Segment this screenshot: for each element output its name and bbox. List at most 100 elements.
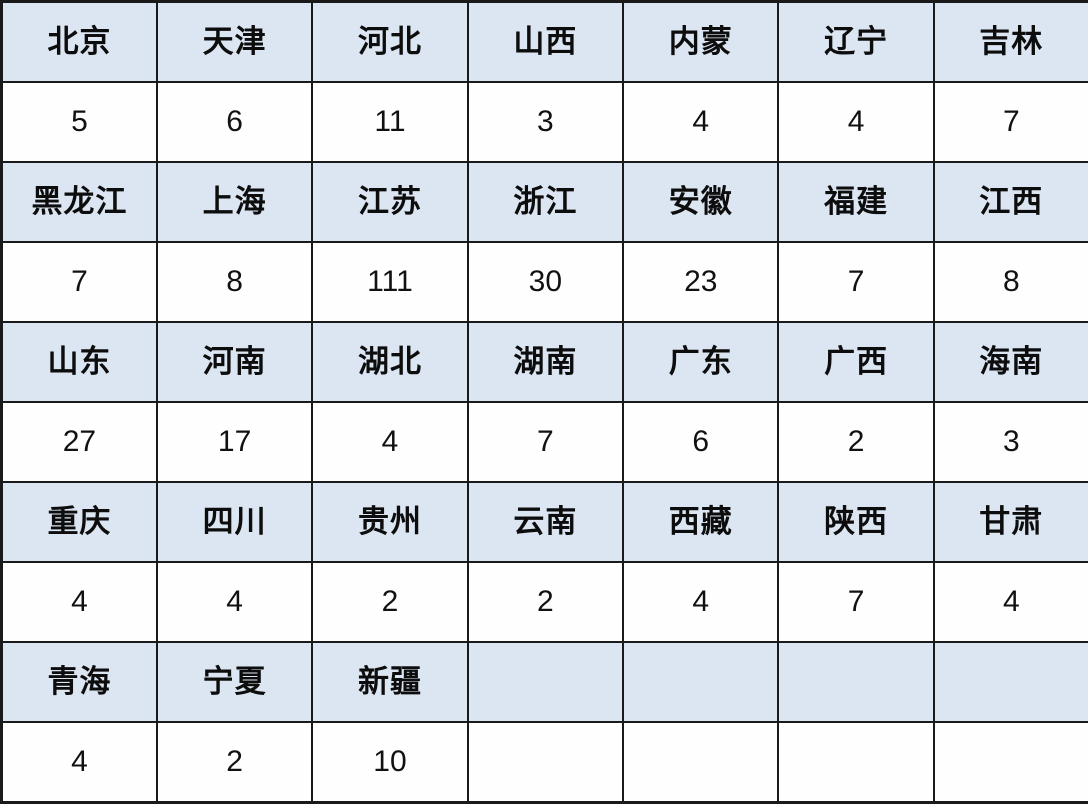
province-value-cell: 4 [778, 82, 933, 162]
province-label: 湖南 [469, 325, 622, 399]
province-value-cell: 3 [934, 402, 1088, 482]
province-value: 11 [313, 85, 466, 159]
province-label: 广西 [779, 325, 932, 399]
province-label-cell: 广西 [778, 322, 933, 402]
province-value-cell: 4 [934, 562, 1088, 642]
province-value-cell: 8 [157, 242, 312, 322]
province-value-cell: 3 [468, 82, 623, 162]
province-label-cell: 江西 [934, 162, 1088, 242]
province-value: 111 [313, 245, 466, 319]
province-value-cell: 4 [2, 562, 157, 642]
province-value: 2 [158, 725, 311, 799]
province-label-cell: 西藏 [623, 482, 778, 562]
province-value-cell-empty [778, 722, 933, 803]
province-label: 福建 [779, 165, 932, 239]
table-row-values-1: 5 6 11 3 4 4 7 [2, 82, 1088, 162]
province-label-cell: 青海 [2, 642, 157, 722]
province-value-cell: 8 [934, 242, 1088, 322]
province-value-cell: 30 [468, 242, 623, 322]
province-value-cell: 2 [468, 562, 623, 642]
province-label-cell-empty [468, 642, 623, 722]
province-value: 2 [469, 565, 622, 639]
province-value: 4 [158, 565, 311, 639]
province-value: 8 [158, 245, 311, 319]
province-value-cell-empty [934, 722, 1088, 803]
province-label: 贵州 [313, 485, 466, 559]
province-label: 甘肃 [935, 485, 1088, 559]
table-row-values-4: 4 4 2 2 4 7 4 [2, 562, 1088, 642]
province-value: 6 [158, 85, 311, 159]
province-value: 17 [158, 405, 311, 479]
province-value: 7 [3, 245, 156, 319]
province-value: 6 [624, 405, 777, 479]
province-label: 河南 [158, 325, 311, 399]
province-count-table-container: 北京 天津 河北 山西 内蒙 辽宁 吉林 5 6 11 3 4 4 7 黑龙江 … [0, 0, 1088, 776]
table-row-labels-5: 青海 宁夏 新疆 [2, 642, 1088, 722]
province-value-cell: 27 [2, 402, 157, 482]
province-label: 新疆 [313, 645, 466, 719]
province-label: 内蒙 [624, 5, 777, 79]
province-value-cell: 7 [778, 562, 933, 642]
province-value: 8 [935, 245, 1088, 319]
province-label: 江西 [935, 165, 1088, 239]
province-label-cell: 辽宁 [778, 2, 933, 83]
province-label-cell: 贵州 [312, 482, 467, 562]
province-label-cell: 福建 [778, 162, 933, 242]
province-label-cell: 浙江 [468, 162, 623, 242]
province-label: 河北 [313, 5, 466, 79]
province-label-cell: 陕西 [778, 482, 933, 562]
province-value-cell: 2 [312, 562, 467, 642]
province-value-cell: 7 [468, 402, 623, 482]
province-value-cell: 17 [157, 402, 312, 482]
province-value: 7 [469, 405, 622, 479]
province-label-cell: 山东 [2, 322, 157, 402]
province-value-cell: 23 [623, 242, 778, 322]
province-value: 2 [779, 405, 932, 479]
province-label: 青海 [3, 645, 156, 719]
province-value: 4 [624, 85, 777, 159]
province-label-cell: 黑龙江 [2, 162, 157, 242]
province-label-cell-empty [623, 642, 778, 722]
province-value-cell: 4 [623, 82, 778, 162]
province-value-cell: 4 [157, 562, 312, 642]
province-label-cell: 安徽 [623, 162, 778, 242]
table-row-values-2: 7 8 111 30 23 7 8 [2, 242, 1088, 322]
province-label: 江苏 [313, 165, 466, 239]
province-label: 安徽 [624, 165, 777, 239]
province-value: 27 [3, 405, 156, 479]
province-value: 2 [313, 565, 466, 639]
province-label: 黑龙江 [3, 165, 156, 239]
province-value: 4 [3, 725, 156, 799]
province-value: 3 [935, 405, 1088, 479]
province-label: 吉林 [935, 5, 1088, 79]
province-value: 4 [935, 565, 1088, 639]
province-label-cell: 上海 [157, 162, 312, 242]
province-value: 7 [779, 565, 932, 639]
province-label-cell-empty [934, 642, 1088, 722]
province-value: 3 [469, 85, 622, 159]
province-value: 30 [469, 245, 622, 319]
table-row-labels-3: 山东 河南 湖北 湖南 广东 广西 海南 [2, 322, 1088, 402]
province-value-cell: 2 [157, 722, 312, 803]
province-value-cell: 7 [2, 242, 157, 322]
province-label: 重庆 [3, 485, 156, 559]
province-label: 陕西 [779, 485, 932, 559]
province-value: 4 [624, 565, 777, 639]
province-label-cell: 河南 [157, 322, 312, 402]
table-row-labels-4: 重庆 四川 贵州 云南 西藏 陕西 甘肃 [2, 482, 1088, 562]
province-label: 山西 [469, 5, 622, 79]
province-label: 山东 [3, 325, 156, 399]
province-value-cell: 111 [312, 242, 467, 322]
province-label-cell: 新疆 [312, 642, 467, 722]
province-value-cell: 4 [312, 402, 467, 482]
province-value: 10 [313, 725, 466, 799]
province-label-cell: 天津 [157, 2, 312, 83]
province-label: 广东 [624, 325, 777, 399]
province-value-cell: 5 [2, 82, 157, 162]
province-label: 上海 [158, 165, 311, 239]
province-label: 海南 [935, 325, 1088, 399]
province-label-cell: 海南 [934, 322, 1088, 402]
province-label-cell: 河北 [312, 2, 467, 83]
province-value: 7 [779, 245, 932, 319]
province-value-cell: 6 [157, 82, 312, 162]
